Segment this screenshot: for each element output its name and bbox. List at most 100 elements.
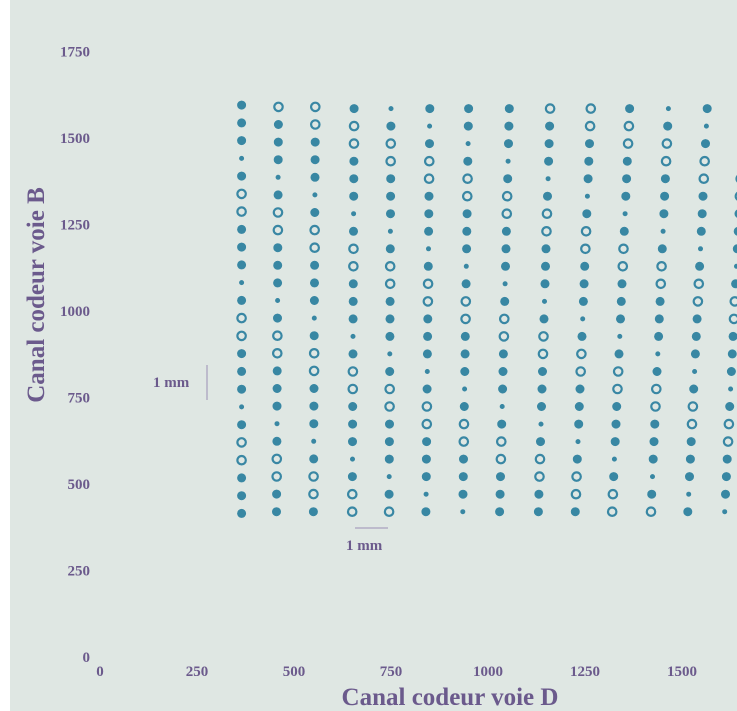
data-point — [239, 280, 245, 286]
data-point — [728, 386, 734, 392]
data-point — [723, 418, 735, 430]
y-tick-labels: 0 250 500 750 1000 1250 1500 1750 — [60, 45, 90, 667]
data-point — [237, 420, 247, 430]
data-point — [421, 507, 431, 517]
data-point — [533, 507, 543, 517]
data-point — [652, 366, 662, 376]
data-point — [687, 401, 699, 412]
data-point — [699, 155, 710, 167]
data-point — [349, 104, 359, 114]
data-point — [308, 471, 319, 482]
data-point — [720, 489, 730, 499]
data-point — [619, 226, 629, 236]
data-point — [495, 472, 505, 482]
data-point — [384, 401, 395, 412]
data-point — [725, 401, 735, 411]
data-point — [535, 437, 545, 447]
data-point — [611, 419, 621, 429]
data-point — [616, 296, 626, 306]
data-point — [308, 347, 320, 359]
data-point — [309, 278, 319, 288]
data-point — [607, 488, 619, 500]
data-point — [310, 137, 320, 147]
data-point — [423, 331, 433, 341]
data-point — [348, 296, 358, 306]
data-point — [273, 101, 284, 113]
data-point — [582, 209, 592, 219]
data-point — [348, 349, 358, 359]
y-tick-label: 750 — [68, 391, 91, 407]
data-point — [424, 368, 430, 374]
data-point — [309, 119, 321, 130]
data-point — [272, 313, 282, 323]
data-point — [460, 366, 470, 376]
data-point — [537, 384, 547, 394]
data-point — [665, 106, 671, 112]
data-point — [311, 315, 317, 321]
data-point — [617, 260, 629, 272]
data-point — [544, 139, 554, 149]
data-point — [384, 383, 395, 395]
data-point — [545, 176, 551, 182]
data-point — [424, 139, 434, 149]
x-tick-label: 0 — [96, 664, 104, 680]
data-point — [271, 347, 283, 359]
data-point — [236, 437, 247, 448]
data-point — [584, 156, 594, 166]
data-point — [384, 278, 396, 290]
data-point — [384, 489, 394, 499]
data-point — [237, 473, 247, 483]
data-point — [692, 368, 698, 374]
data-point — [500, 261, 510, 271]
data-point — [385, 366, 395, 376]
x-axis-title: Canal codeur voie D — [342, 684, 559, 711]
data-point — [460, 331, 470, 341]
data-point — [655, 278, 667, 290]
data-point — [348, 279, 358, 289]
data-point — [537, 366, 547, 376]
data-point — [311, 438, 317, 444]
data-point — [702, 104, 712, 114]
data-point — [275, 297, 281, 303]
data-point — [384, 454, 394, 464]
data-point — [625, 104, 635, 114]
data-point — [459, 401, 469, 411]
data-point — [385, 209, 395, 219]
data-point — [495, 507, 505, 517]
data-point — [272, 436, 282, 446]
data-point — [501, 208, 513, 219]
data-point — [503, 139, 513, 149]
data-point — [350, 333, 356, 339]
data-point — [386, 474, 392, 480]
data-point — [570, 488, 582, 500]
data-point — [422, 437, 432, 447]
data-point — [347, 472, 357, 482]
data-point — [273, 155, 283, 165]
data-point — [460, 296, 472, 307]
data-point — [655, 296, 665, 306]
data-point — [309, 454, 319, 464]
data-point — [237, 224, 247, 234]
data-point — [695, 261, 705, 271]
data-point — [348, 401, 358, 411]
data-point — [574, 419, 584, 429]
data-point — [236, 330, 247, 342]
data-point — [237, 491, 247, 501]
data-point — [663, 121, 673, 131]
data-point — [425, 104, 435, 114]
data-point — [421, 401, 433, 412]
data-point — [570, 507, 580, 517]
data-point — [686, 437, 696, 447]
data-point — [612, 366, 624, 377]
data-point — [349, 156, 359, 166]
data-point — [501, 226, 511, 236]
data-point — [659, 209, 669, 219]
data-point — [574, 401, 584, 411]
data-point — [310, 172, 320, 182]
data-point — [273, 260, 283, 270]
data-point — [312, 192, 318, 198]
data-point — [617, 279, 627, 289]
data-point — [272, 207, 284, 218]
data-point — [464, 104, 474, 114]
